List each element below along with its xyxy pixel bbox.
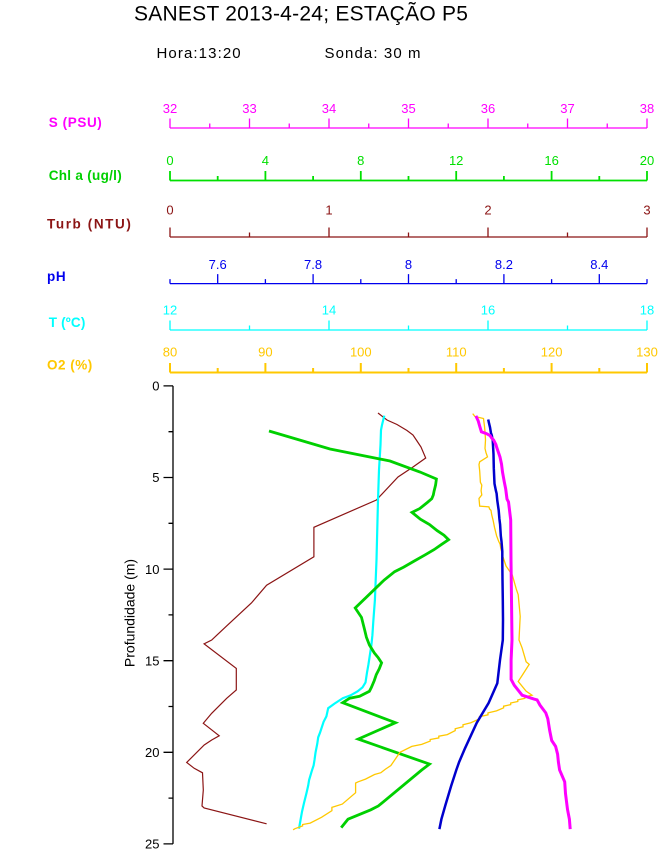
svg-text:0: 0 bbox=[166, 203, 173, 218]
svg-text:16: 16 bbox=[544, 153, 558, 168]
svg-text:8.4: 8.4 bbox=[590, 257, 608, 272]
svg-text:0: 0 bbox=[166, 153, 173, 168]
svg-text:O2 (%): O2 (%) bbox=[47, 358, 93, 373]
svg-text:2: 2 bbox=[484, 203, 491, 218]
svg-text:Hora:13:20: Hora:13:20 bbox=[157, 45, 242, 62]
svg-text:90: 90 bbox=[258, 344, 272, 359]
svg-text:35: 35 bbox=[401, 101, 415, 116]
svg-text:T (ºC): T (ºC) bbox=[49, 315, 86, 330]
svg-text:12: 12 bbox=[449, 153, 463, 168]
svg-text:80: 80 bbox=[163, 344, 177, 359]
svg-text:SANEST 2013-4-24; ESTAÇÃO P5: SANEST 2013-4-24; ESTAÇÃO P5 bbox=[134, 2, 468, 26]
svg-text:8: 8 bbox=[405, 257, 412, 272]
svg-text:Chl a (ug/l): Chl a (ug/l) bbox=[49, 168, 122, 183]
svg-text:16: 16 bbox=[481, 303, 495, 318]
svg-text:1: 1 bbox=[325, 203, 332, 218]
svg-text:S (PSU): S (PSU) bbox=[49, 115, 103, 130]
svg-text:37: 37 bbox=[560, 101, 574, 116]
svg-text:Sonda: 30 m: Sonda: 30 m bbox=[325, 45, 422, 62]
svg-text:120: 120 bbox=[541, 344, 563, 359]
svg-text:8.2: 8.2 bbox=[495, 257, 513, 272]
svg-text:0: 0 bbox=[152, 379, 159, 394]
svg-text:5: 5 bbox=[152, 470, 159, 485]
svg-text:20: 20 bbox=[640, 153, 654, 168]
svg-text:18: 18 bbox=[640, 303, 654, 318]
svg-text:12: 12 bbox=[163, 303, 177, 318]
svg-text:32: 32 bbox=[163, 101, 177, 116]
svg-text:100: 100 bbox=[350, 344, 372, 359]
svg-text:130: 130 bbox=[636, 344, 658, 359]
svg-text:14: 14 bbox=[322, 303, 336, 318]
svg-text:7.6: 7.6 bbox=[209, 257, 227, 272]
svg-text:Turb (NTU): Turb (NTU) bbox=[47, 217, 132, 232]
svg-text:4: 4 bbox=[262, 153, 269, 168]
svg-text:110: 110 bbox=[446, 344, 467, 359]
svg-text:pH: pH bbox=[47, 269, 66, 284]
svg-text:10: 10 bbox=[145, 562, 159, 577]
svg-text:20: 20 bbox=[145, 745, 159, 760]
svg-text:Profundidade (m): Profundidade (m) bbox=[122, 559, 138, 667]
svg-text:8: 8 bbox=[357, 153, 364, 168]
svg-text:34: 34 bbox=[322, 101, 336, 116]
svg-text:7.8: 7.8 bbox=[304, 257, 322, 272]
svg-text:33: 33 bbox=[242, 101, 256, 116]
svg-text:3: 3 bbox=[643, 203, 650, 218]
svg-text:38: 38 bbox=[640, 101, 654, 116]
svg-text:15: 15 bbox=[145, 653, 159, 668]
svg-text:25: 25 bbox=[145, 837, 159, 852]
svg-text:36: 36 bbox=[481, 101, 495, 116]
